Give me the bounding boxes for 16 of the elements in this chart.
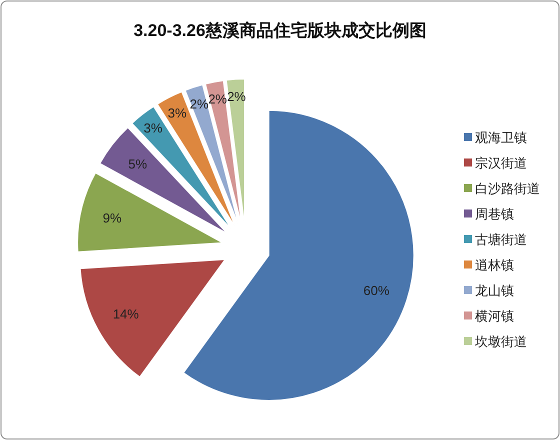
data-label: 5%	[128, 156, 148, 172]
legend-label: 白沙路街道	[475, 181, 540, 196]
legend-label: 坎墩街道	[474, 334, 527, 349]
legend-label: 宗汉街道	[475, 156, 527, 170]
data-label: 3%	[168, 105, 188, 120]
legend-label: 古塘街道	[475, 232, 527, 247]
legend-label: 龙山镇	[475, 283, 514, 298]
chart-title: 3.20-3.26慈溪商品住宅版块成交比例图	[134, 21, 426, 40]
legend-label: 周巷镇	[475, 206, 514, 222]
data-label: 14%	[112, 306, 140, 322]
data-label: 3%	[144, 120, 163, 136]
data-label: 9%	[102, 210, 122, 226]
legend-label: 横河镇	[475, 308, 514, 324]
data-label: 60%	[363, 282, 390, 298]
legend-label: 观海卫镇	[475, 130, 527, 145]
legend-label: 逍林镇	[475, 258, 514, 272]
